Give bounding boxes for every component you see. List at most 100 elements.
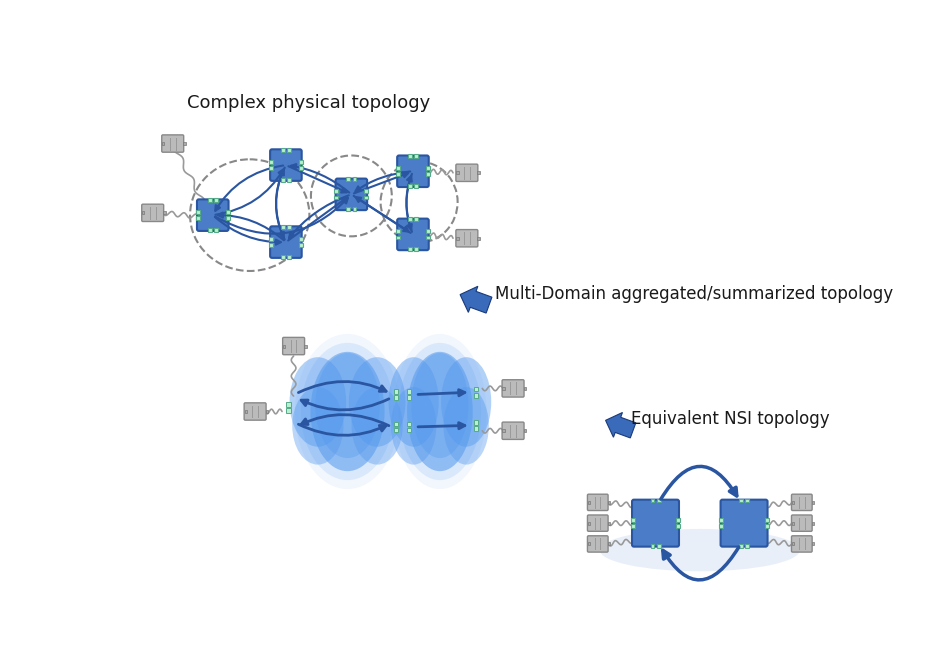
- FancyBboxPatch shape: [414, 154, 418, 158]
- FancyBboxPatch shape: [426, 236, 430, 239]
- FancyBboxPatch shape: [352, 178, 357, 182]
- FancyBboxPatch shape: [474, 387, 479, 391]
- FancyBboxPatch shape: [352, 208, 357, 211]
- FancyBboxPatch shape: [394, 427, 398, 432]
- FancyBboxPatch shape: [588, 500, 590, 504]
- FancyBboxPatch shape: [478, 172, 480, 174]
- FancyBboxPatch shape: [632, 500, 679, 547]
- FancyBboxPatch shape: [407, 395, 412, 400]
- FancyBboxPatch shape: [456, 230, 478, 247]
- Ellipse shape: [315, 353, 379, 458]
- FancyBboxPatch shape: [792, 500, 794, 504]
- FancyBboxPatch shape: [346, 208, 350, 211]
- FancyBboxPatch shape: [304, 344, 307, 348]
- FancyBboxPatch shape: [281, 225, 285, 229]
- FancyBboxPatch shape: [335, 179, 367, 210]
- FancyBboxPatch shape: [286, 409, 291, 413]
- FancyBboxPatch shape: [281, 148, 285, 152]
- FancyBboxPatch shape: [282, 338, 305, 354]
- FancyBboxPatch shape: [676, 518, 680, 522]
- FancyBboxPatch shape: [244, 410, 246, 413]
- FancyBboxPatch shape: [408, 154, 412, 158]
- FancyBboxPatch shape: [657, 498, 661, 502]
- FancyBboxPatch shape: [163, 211, 165, 214]
- FancyBboxPatch shape: [812, 543, 814, 545]
- FancyBboxPatch shape: [765, 518, 768, 522]
- FancyBboxPatch shape: [408, 247, 412, 251]
- FancyBboxPatch shape: [407, 421, 412, 426]
- FancyBboxPatch shape: [587, 515, 608, 531]
- FancyBboxPatch shape: [588, 522, 590, 525]
- FancyBboxPatch shape: [608, 543, 610, 545]
- FancyBboxPatch shape: [287, 148, 291, 152]
- FancyBboxPatch shape: [745, 498, 750, 502]
- FancyBboxPatch shape: [287, 178, 291, 182]
- FancyBboxPatch shape: [812, 500, 814, 504]
- FancyBboxPatch shape: [608, 500, 610, 504]
- FancyBboxPatch shape: [269, 243, 273, 247]
- FancyBboxPatch shape: [396, 236, 400, 239]
- Polygon shape: [605, 413, 636, 438]
- Ellipse shape: [351, 387, 403, 464]
- FancyBboxPatch shape: [396, 229, 400, 233]
- FancyBboxPatch shape: [719, 525, 723, 528]
- FancyBboxPatch shape: [456, 164, 478, 182]
- FancyBboxPatch shape: [719, 518, 723, 522]
- FancyBboxPatch shape: [414, 184, 418, 188]
- FancyBboxPatch shape: [281, 178, 285, 182]
- Ellipse shape: [398, 343, 481, 480]
- FancyBboxPatch shape: [524, 387, 526, 390]
- FancyBboxPatch shape: [812, 522, 814, 525]
- Ellipse shape: [391, 387, 436, 464]
- Ellipse shape: [599, 529, 800, 572]
- FancyBboxPatch shape: [426, 229, 430, 233]
- FancyBboxPatch shape: [346, 178, 350, 182]
- FancyBboxPatch shape: [631, 518, 634, 522]
- Text: Multi-Domain aggregated/summarized topology: Multi-Domain aggregated/summarized topol…: [496, 285, 893, 304]
- FancyBboxPatch shape: [524, 429, 526, 432]
- FancyBboxPatch shape: [161, 135, 184, 152]
- FancyBboxPatch shape: [474, 393, 479, 397]
- FancyBboxPatch shape: [287, 255, 291, 259]
- FancyBboxPatch shape: [502, 429, 505, 432]
- FancyBboxPatch shape: [426, 172, 430, 176]
- Ellipse shape: [394, 334, 486, 489]
- Ellipse shape: [293, 387, 344, 464]
- Ellipse shape: [441, 357, 491, 447]
- Ellipse shape: [412, 353, 468, 458]
- FancyBboxPatch shape: [287, 225, 291, 229]
- FancyBboxPatch shape: [745, 544, 750, 548]
- FancyBboxPatch shape: [197, 200, 228, 231]
- FancyBboxPatch shape: [407, 389, 412, 394]
- FancyBboxPatch shape: [226, 216, 229, 220]
- Ellipse shape: [301, 343, 394, 480]
- FancyBboxPatch shape: [143, 211, 144, 214]
- FancyBboxPatch shape: [478, 237, 480, 240]
- FancyBboxPatch shape: [474, 420, 479, 425]
- Text: Equivalent NSI topology: Equivalent NSI topology: [631, 410, 830, 428]
- FancyBboxPatch shape: [414, 218, 418, 221]
- FancyBboxPatch shape: [791, 494, 812, 511]
- FancyBboxPatch shape: [502, 380, 524, 397]
- FancyBboxPatch shape: [791, 536, 812, 552]
- FancyBboxPatch shape: [299, 160, 303, 164]
- FancyBboxPatch shape: [588, 543, 590, 545]
- FancyBboxPatch shape: [765, 525, 768, 528]
- FancyBboxPatch shape: [650, 544, 654, 548]
- FancyBboxPatch shape: [244, 403, 266, 420]
- FancyBboxPatch shape: [208, 198, 211, 202]
- FancyBboxPatch shape: [162, 142, 164, 145]
- FancyBboxPatch shape: [299, 237, 303, 241]
- FancyBboxPatch shape: [408, 184, 412, 188]
- Ellipse shape: [295, 334, 400, 489]
- FancyBboxPatch shape: [214, 198, 218, 202]
- Ellipse shape: [444, 387, 489, 464]
- FancyBboxPatch shape: [364, 190, 368, 193]
- FancyBboxPatch shape: [283, 344, 285, 348]
- FancyBboxPatch shape: [394, 395, 398, 400]
- FancyBboxPatch shape: [587, 536, 608, 552]
- Text: Complex physical topology: Complex physical topology: [188, 94, 430, 113]
- FancyBboxPatch shape: [226, 210, 229, 214]
- FancyBboxPatch shape: [195, 210, 200, 214]
- Ellipse shape: [290, 357, 346, 447]
